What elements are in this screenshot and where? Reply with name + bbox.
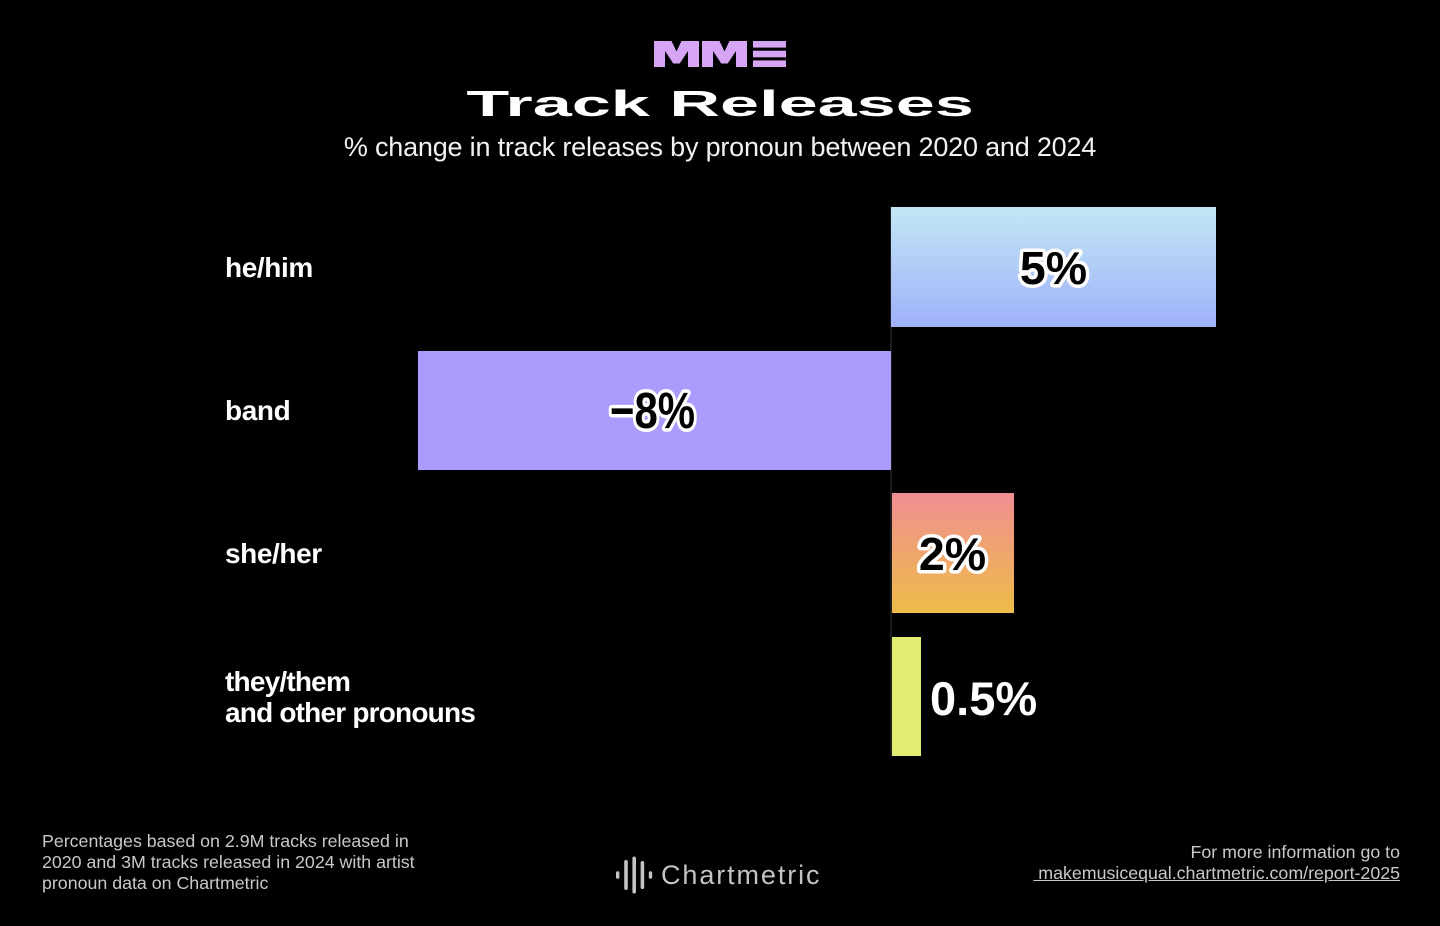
svg-text:5%: 5% (1020, 242, 1087, 294)
svg-text:−8%: −8% (610, 382, 695, 439)
svg-text:2%: 2% (919, 528, 986, 580)
